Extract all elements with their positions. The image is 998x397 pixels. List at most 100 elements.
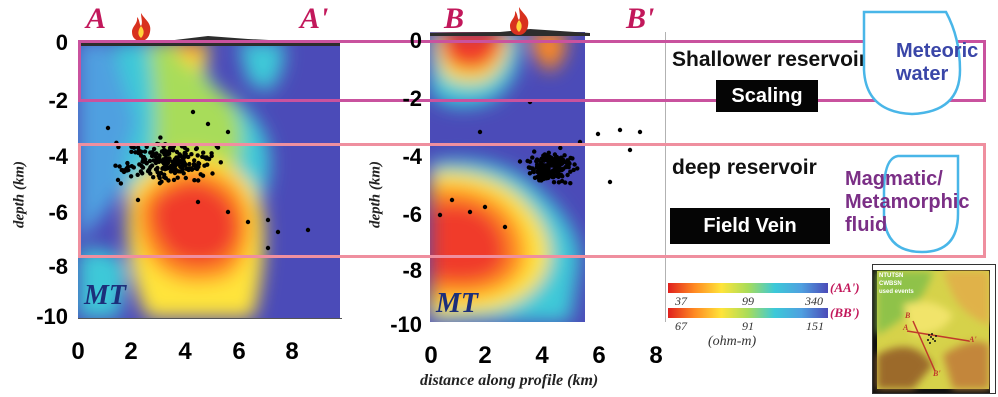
hypocenter-dot: [567, 161, 572, 166]
hypocenter-dot: [550, 172, 556, 177]
hypocenter-dot: [144, 160, 149, 166]
colorbar-aa-value: 340: [805, 294, 823, 308]
hypocenter-dot: [138, 169, 144, 174]
hypocenter-dot: [572, 162, 577, 167]
hypocenter-dot: [437, 212, 443, 218]
hypocenter-dot: [553, 169, 558, 174]
hypocenter-dot: [467, 209, 473, 215]
hypocenter-dot: [170, 145, 176, 150]
hypocenter-dot: [482, 204, 488, 210]
hypocenter-dot: [571, 167, 576, 173]
hypocenter-dot: [477, 129, 483, 135]
hypocenter-dot: [196, 161, 202, 166]
hypocenter-dot: [527, 171, 533, 176]
x-tick-label: 2: [124, 338, 138, 365]
profile-start-b: B: [444, 2, 465, 35]
hypocenter-dot: [183, 151, 188, 156]
field-vein-box: Field Vein: [670, 208, 830, 244]
hypocenter-dot: [187, 161, 192, 167]
x-tick-label: 8: [285, 338, 299, 365]
profile-end-a: A': [300, 2, 329, 35]
hypocenter-dot: [554, 160, 560, 165]
hypocenter-dot: [536, 158, 541, 163]
hypocenter-dot: [541, 158, 547, 163]
hypocenter-dot: [549, 158, 555, 164]
hypocenter-dot: [149, 163, 155, 168]
earthquake-hypocenters-bb: [437, 99, 643, 230]
hypocenter-dot: [182, 145, 187, 150]
y-tick-label: -2: [48, 88, 68, 113]
hypocenter-dot: [174, 149, 180, 155]
y-axis-label-right: depth (km): [367, 160, 384, 229]
scaling-box: Scaling: [716, 80, 818, 112]
hypocenter-dot: [168, 163, 174, 169]
hypocenter-dot: [190, 109, 196, 115]
hypocenter-dot: [189, 167, 195, 172]
hypocenter-dot: [181, 171, 186, 176]
colorbar-aa: [668, 283, 828, 293]
hypocenter-dot: [575, 166, 580, 171]
hypocenter-dot: [544, 153, 550, 158]
hypocenter-dot: [265, 217, 271, 223]
x-tick-label: 4: [178, 338, 192, 365]
colorbar-bb-value: 151: [806, 319, 824, 333]
hypocenter-dot: [189, 152, 194, 157]
hypocenter-dot: [215, 145, 221, 150]
map-marker-b: B: [905, 311, 911, 320]
hypocenter-dot: [545, 156, 551, 161]
resistivity-section-bb: [430, 32, 666, 322]
hypocenter-dot: [159, 179, 164, 184]
hypocenter-dot: [147, 158, 153, 164]
hypocenter-dot: [537, 177, 542, 182]
shallow-reservoir-label: Shallower reservoir: [672, 48, 867, 71]
y-tick-label: -8: [402, 258, 422, 283]
hypocenter-dot: [532, 149, 537, 154]
x-tick-label: 6: [592, 342, 606, 369]
x-tick-label: 6: [232, 338, 246, 365]
y-tick-label: -2: [402, 86, 422, 111]
hypocenter-dot: [225, 129, 231, 135]
hypocenter-dot: [543, 164, 549, 169]
hypocenter-dot: [140, 155, 146, 160]
hypocenter-dot: [245, 219, 251, 225]
hypocenter-dot: [560, 157, 566, 162]
hypocenter-dot: [139, 163, 144, 169]
deep-reservoir-band: [78, 143, 986, 258]
meteoric-drop-icon: [862, 10, 962, 116]
hypocenter-dot: [560, 174, 565, 179]
colorbar-aa-value: 99: [742, 294, 754, 308]
hypocenter-dot: [166, 178, 171, 183]
map-legend-item: used events: [879, 288, 914, 295]
hypocenter-dot: [158, 135, 163, 140]
hypocenter-dot: [177, 153, 182, 158]
hypocenter-dot: [135, 172, 140, 177]
map-marker-a-prime: A': [969, 335, 977, 344]
hypocenter-dot: [563, 160, 569, 165]
method-label-aa: MT: [84, 280, 126, 311]
hypocenter-dot: [117, 164, 122, 169]
hypocenter-dot: [155, 165, 160, 171]
hypocenter-dot: [128, 174, 134, 179]
hypocenter-dot: [568, 181, 573, 186]
hypocenter-dot: [568, 169, 573, 174]
hypocenter-dot: [148, 171, 153, 176]
hypocenter-dot: [558, 145, 563, 151]
colorbar-bb-name: (BB'): [830, 305, 860, 320]
y-tick-label: 0: [409, 28, 422, 53]
hypocenter-dot: [183, 175, 188, 181]
hypocenter-dot: [195, 153, 200, 158]
colorbar-aa-name: (AA'): [830, 280, 860, 295]
hypocenter-dot: [191, 161, 197, 167]
hypocenter-dot: [151, 146, 157, 152]
colorbar-unit: (ohm-m): [708, 334, 757, 349]
terrain-map: [873, 265, 995, 393]
hypocenter-dot: [118, 181, 124, 186]
method-label-bb: MT: [436, 288, 478, 319]
y-tick-label: -10: [390, 312, 422, 337]
hypocenter-dot: [201, 150, 206, 155]
colorbar-bb-value: 67: [675, 319, 687, 333]
hypocenter-dot: [209, 153, 214, 159]
hypocenter-dot: [115, 177, 121, 183]
hypocenter-dot: [175, 175, 180, 180]
profile-end-b: B': [626, 2, 655, 35]
